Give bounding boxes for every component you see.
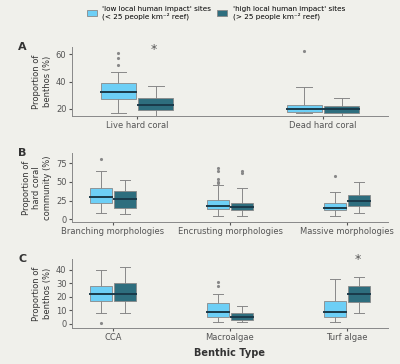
Bar — [348, 195, 370, 206]
Bar — [207, 200, 230, 209]
Bar — [348, 286, 370, 302]
Bar — [287, 105, 322, 112]
Legend: 'low local human impact' sites
(< 25 people km⁻² reef), 'high local human impact: 'low local human impact' sites (< 25 peo… — [84, 4, 348, 23]
Bar — [230, 203, 253, 210]
Text: B: B — [18, 148, 27, 158]
Bar — [324, 106, 359, 113]
Bar — [90, 188, 112, 203]
Text: C: C — [18, 254, 26, 264]
Bar — [114, 283, 136, 301]
X-axis label: Benthic Type: Benthic Type — [194, 348, 266, 358]
Bar — [324, 301, 346, 317]
Text: A: A — [18, 42, 27, 52]
Text: *: * — [151, 43, 157, 56]
Bar — [114, 191, 136, 208]
Y-axis label: Proportion of
benthos (%): Proportion of benthos (%) — [32, 54, 52, 109]
Bar — [90, 286, 112, 301]
Bar — [207, 304, 230, 317]
Bar — [101, 83, 136, 99]
Y-axis label: Proportion of
hard coral
community (%): Proportion of hard coral community (%) — [22, 155, 52, 220]
Text: *: * — [354, 253, 361, 266]
Bar — [230, 313, 253, 320]
Bar — [324, 203, 346, 210]
Bar — [138, 98, 173, 110]
Y-axis label: Proportion of
benthos (%): Proportion of benthos (%) — [32, 266, 52, 321]
